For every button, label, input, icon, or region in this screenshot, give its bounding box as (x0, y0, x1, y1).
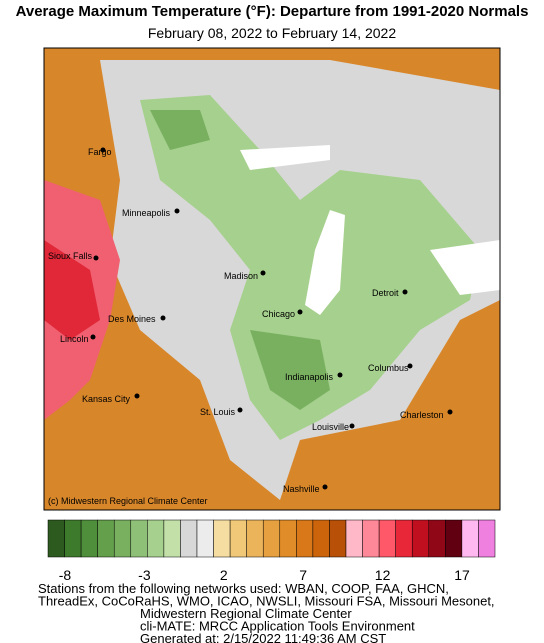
legend-swatch (312, 519, 330, 558)
city-label: Minneapolis (122, 208, 171, 218)
city-dot (160, 315, 166, 321)
legend-swatch (411, 519, 430, 558)
legend-tick-label: -3 (138, 567, 151, 583)
city-label: Detroit (372, 288, 399, 298)
legend-swatch (329, 519, 347, 558)
footer-line: Midwestern Regional Climate Center (140, 606, 352, 621)
legend-swatch (461, 519, 479, 558)
legend-swatch (345, 519, 363, 558)
city-dot (134, 393, 140, 399)
legend-swatch (113, 519, 132, 558)
legend-swatch (47, 519, 65, 558)
legend-swatch (180, 519, 198, 558)
city-dot (349, 423, 355, 429)
legend-swatch (213, 519, 231, 558)
legend-swatch (196, 519, 214, 558)
legend-swatch (478, 519, 496, 558)
legend-swatch (246, 519, 264, 558)
legend-swatch (229, 519, 247, 558)
city-dot (447, 409, 453, 415)
city-label: Sioux Falls (48, 251, 93, 261)
city-dot (93, 255, 99, 261)
legend-tick-label: 17 (454, 567, 470, 583)
title: Average Maximum Temperature (°F): Depart… (16, 3, 529, 20)
legend-swatch (64, 519, 82, 558)
city-label: Fargo (88, 147, 112, 157)
lake-huron (430, 240, 500, 295)
green-region (140, 95, 480, 440)
city-label: Lincoln (60, 334, 89, 344)
footer-line: cli-MATE: MRCC Application Tools Environ… (140, 619, 415, 634)
city-dot (407, 363, 413, 369)
city-dot (402, 289, 408, 295)
city-label: Charleston (400, 410, 444, 420)
green-core (250, 330, 330, 410)
legend-swatch (163, 519, 181, 558)
legend-swatch (395, 519, 413, 558)
city-label: Nashville (283, 484, 320, 494)
footer-line: Generated at: 2/15/2022 11:49:36 AM CST (140, 631, 386, 643)
legend-tick-label: 12 (375, 567, 391, 583)
legend-swatch (97, 519, 115, 558)
legend-swatch (445, 519, 463, 558)
city-dot (322, 484, 328, 490)
legend-swatch (80, 519, 98, 558)
legend-swatch (130, 519, 148, 558)
city-dot (337, 372, 343, 378)
legend-swatch (147, 519, 165, 558)
legend-swatch (378, 519, 396, 558)
legend-tick-label: -8 (59, 567, 72, 583)
map (43, 47, 501, 511)
legend-swatch (362, 519, 380, 558)
city-dot (237, 407, 243, 413)
legend-swatch (296, 519, 314, 558)
city-label: Madison (224, 271, 258, 281)
footer-line: ThreadEx, CoCoRaHS, WMO, ICAO, NWSLI, Mi… (38, 594, 495, 609)
city-label: Louisville (312, 422, 349, 432)
footer-line: Stations from the following networks use… (38, 581, 449, 596)
city-dot (297, 309, 303, 315)
green-core-north (150, 110, 210, 150)
city-label: Chicago (262, 309, 295, 319)
legend-tick-label: 7 (299, 567, 307, 583)
lake-michigan (305, 210, 345, 315)
map-frame (43, 47, 501, 511)
city-dot (260, 270, 266, 276)
city-label: Kansas City (82, 394, 131, 404)
city-dot (90, 334, 96, 340)
legend-swatch (279, 519, 297, 558)
legend-swatch (262, 519, 281, 558)
city-label: Des Moines (108, 314, 156, 324)
legend-tick-label: 2 (220, 567, 228, 583)
city-label: St. Louis (200, 407, 236, 417)
lake-superior (240, 145, 330, 170)
credit: (c) Midwestern Regional Climate Center (48, 496, 208, 506)
city-label: Columbus (368, 363, 409, 373)
city-dot (174, 208, 180, 214)
legend-swatch (428, 519, 446, 558)
warm-core (44, 240, 100, 340)
subtitle: February 08, 2022 to February 14, 2022 (148, 25, 396, 41)
city-label: Indianapolis (285, 372, 334, 382)
city-dot (100, 147, 106, 153)
